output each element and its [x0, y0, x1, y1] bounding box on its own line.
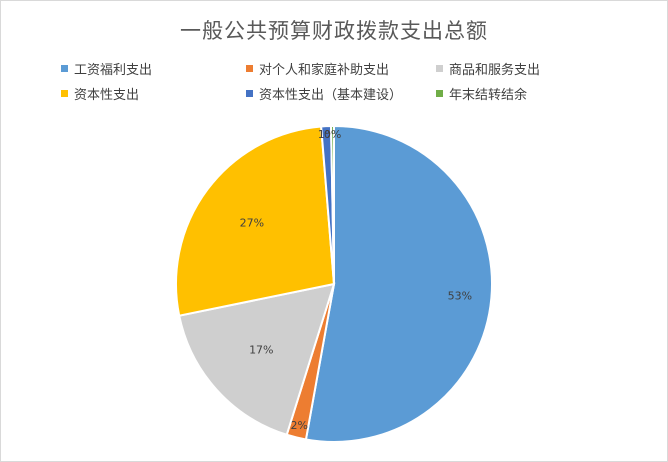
legend-item-carryover: 年末结转结余: [436, 84, 621, 103]
legend-item-household-subsidy: 对个人和家庭补助支出: [246, 59, 436, 78]
slice-percent-label: 0%: [324, 128, 341, 141]
legend-label: 资本性支出（基本建设）: [259, 88, 403, 103]
pie-slice: [175, 125, 336, 317]
legend-label: 资本性支出: [74, 88, 140, 103]
slice-percent-label: 2%: [291, 419, 308, 432]
pie-slice: [330, 124, 335, 285]
legend-label: 商品和服务支出: [449, 63, 541, 78]
legend-label: 对个人和家庭补助支出: [259, 63, 390, 78]
chart-legend: 工资福利支出 对个人和家庭补助支出 商品和服务支出 资本性支出 资本性支出（基本…: [61, 59, 621, 103]
legend-label: 年末结转结余: [449, 88, 528, 103]
legend-swatch: [61, 90, 68, 97]
legend-swatch: [246, 90, 253, 97]
legend-item-goods-services: 商品和服务支出: [436, 59, 621, 78]
legend-swatch: [436, 65, 443, 72]
legend-swatch: [436, 90, 443, 97]
slice-percent-label: 53%: [448, 289, 472, 302]
legend-item-capital: 资本性支出: [61, 84, 246, 103]
legend-swatch: [61, 65, 68, 72]
slice-percent-label: 27%: [240, 216, 264, 229]
legend-label: 工资福利支出: [74, 63, 153, 78]
slice-percent-label: 17%: [249, 344, 273, 357]
legend-item-salary: 工资福利支出: [61, 59, 246, 78]
legend-swatch: [246, 65, 253, 72]
pie-slice: [178, 282, 336, 437]
legend-item-capital-construction: 资本性支出（基本建设）: [246, 84, 436, 103]
chart-title: 一般公共预算财政拨款支出总额: [180, 19, 488, 43]
pie-slice: [304, 124, 493, 443]
